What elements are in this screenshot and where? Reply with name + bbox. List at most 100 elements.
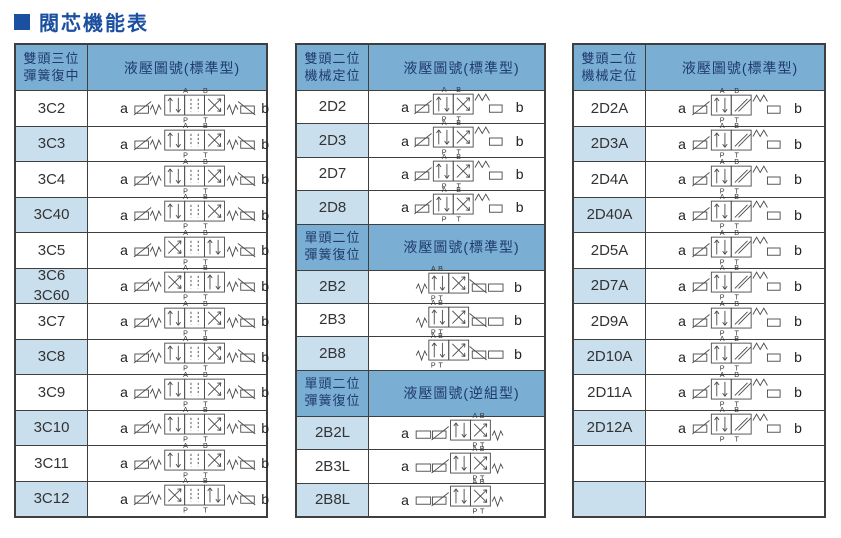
solenoid-b-label: b [261, 135, 270, 152]
svg-text:B: B [456, 186, 461, 194]
svg-text:A: A [719, 87, 724, 95]
svg-text:B: B [203, 371, 208, 379]
page-header: 閥芯機能表 [14, 7, 149, 36]
valve-code-cell: 2D9A [574, 304, 646, 339]
valve-code-cell: 2D12A [574, 410, 646, 445]
svg-text:B: B [480, 412, 485, 420]
svg-text:A: A [719, 193, 724, 201]
solenoid-a-label: a [120, 206, 128, 223]
svg-text:B: B [734, 335, 739, 343]
valve-code-cell: 2D3A [574, 126, 646, 161]
svg-text:B: B [734, 371, 739, 379]
solenoid-b-label: b [514, 312, 522, 329]
solenoid-a-label: a [401, 199, 409, 216]
svg-text:A: A [183, 122, 188, 130]
svg-text:T: T [456, 148, 461, 157]
hydraulic-valve-symbol-icon: A B P T [133, 370, 256, 408]
table-section-header: 單頭二位 彈簧復位 液壓圖號(標準型) [297, 224, 544, 271]
svg-text:A: A [442, 86, 447, 94]
valve-code: 2D7A [590, 277, 629, 294]
hydraulic-valve-symbol-icon: A B P T [691, 370, 781, 408]
title-bullet-icon [14, 13, 30, 30]
svg-text:A: A [183, 442, 188, 450]
diagram-header-label: 液壓圖號(標準型) [123, 59, 241, 76]
svg-text:B: B [456, 86, 461, 94]
hydraulic-valve-symbol-icon: A B P T [691, 405, 781, 444]
svg-text:B: B [734, 193, 739, 201]
svg-text:B: B [203, 229, 208, 237]
svg-text:T: T [203, 399, 208, 408]
solenoid-b-label: b [261, 242, 270, 259]
diagram-cell: a A B P T b [646, 370, 824, 410]
svg-text:B: B [203, 158, 208, 166]
svg-text:T: T [203, 222, 208, 231]
valve-code-cell: 2D40A [574, 197, 646, 232]
valve-code: 2D9A [590, 312, 629, 330]
solenoid-a-label: a [120, 135, 128, 152]
solenoid-b-label: b [794, 384, 802, 401]
solenoid-b-label: b [515, 166, 524, 183]
svg-text:T: T [438, 327, 443, 336]
solenoid-b-label: b [794, 135, 802, 152]
svg-text:P: P [719, 115, 724, 124]
hydraulic-valve-symbol-icon: A B P T [133, 121, 256, 160]
hydraulic-valve-symbol-icon: A B P T [133, 405, 256, 444]
svg-text:B: B [480, 478, 485, 486]
svg-text:P: P [719, 257, 724, 266]
valve-code: 2D2A [590, 99, 629, 117]
valve-code: 3C11 [34, 454, 69, 472]
solenoid-a-label: a [678, 384, 686, 401]
valve-type-header-line: 雙頭二位 [304, 50, 361, 66]
svg-text:P: P [442, 148, 447, 157]
svg-text:B: B [203, 264, 208, 272]
diagram-cell [646, 482, 824, 517]
svg-text:A: A [183, 229, 188, 237]
solenoid-b-label: b [261, 206, 270, 223]
svg-text:P: P [183, 328, 188, 337]
hydraulic-valve-symbol-icon: A B P T [691, 157, 781, 195]
hydraulic-valve-symbol-icon: A B P T [691, 299, 781, 337]
svg-text:T: T [203, 293, 208, 302]
hydraulic-valve-symbol-icon: A B P T [133, 299, 256, 337]
svg-text:B: B [734, 158, 739, 166]
solenoid-a-label: a [401, 166, 409, 183]
svg-text:T: T [203, 257, 208, 266]
svg-text:T: T [734, 151, 739, 160]
valve-type-header: 單頭二位 彈簧復位 [297, 370, 369, 416]
hydraulic-valve-symbol-icon: A B P T [691, 263, 781, 302]
solenoid-b-label: b [261, 455, 270, 472]
diagram-column-header: 液壓圖號(標準型) [369, 45, 544, 90]
diagram-column-header: 液壓圖號(標準型) [646, 45, 824, 90]
valve-code: 2D4A [590, 170, 629, 188]
table-row [574, 481, 824, 517]
svg-text:P: P [431, 327, 436, 336]
valve-code-cell: 2B3L [297, 450, 369, 483]
valve-code-cell: 2D2 [297, 91, 369, 124]
svg-text:A: A [442, 186, 447, 194]
table-section-header: 雙頭二位 機械定位 液壓圖號(標準型) [574, 45, 824, 91]
valve-code-cell: 2D7 [297, 157, 369, 191]
svg-text:P: P [473, 507, 478, 516]
svg-text:A: A [183, 371, 188, 379]
svg-text:P: P [719, 186, 724, 195]
valve-code-cell: 3C7 [16, 304, 88, 339]
svg-text:T: T [456, 114, 461, 123]
svg-text:A: A [183, 158, 188, 166]
table-section-header: 雙頭二位 機械定位 液壓圖號(標準型) [297, 45, 544, 91]
diagram-header-label: 液壓圖號(標準型) [403, 59, 520, 76]
solenoid-a-label: a [678, 135, 686, 152]
solenoid-b-label: b [794, 277, 802, 294]
